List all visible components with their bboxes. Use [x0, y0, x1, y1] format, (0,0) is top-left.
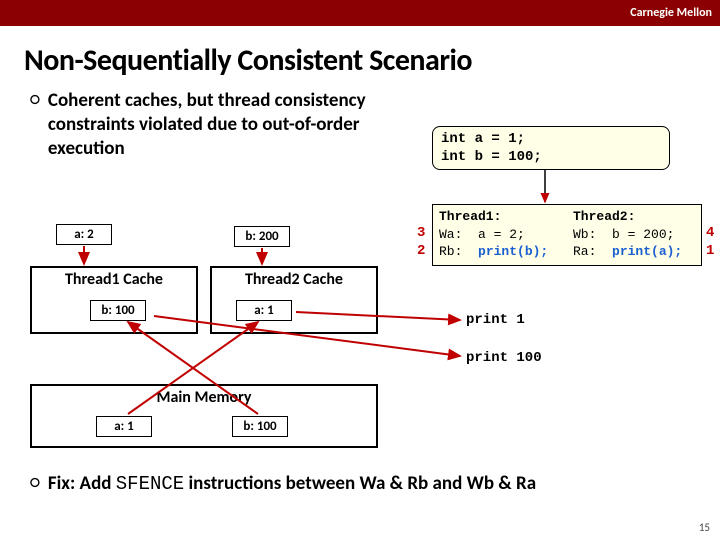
declarations-box: int a = 1; int b = 100;: [432, 126, 670, 170]
threads-box: Thread1: Wa: a = 2; Rb: print(b); Thread…: [432, 204, 702, 266]
bullet-marker-icon: ○: [30, 472, 40, 494]
box-b200: b: 200: [234, 226, 290, 247]
box-a2: a: 2: [56, 224, 112, 245]
page-number: 15: [699, 521, 710, 534]
thread1-col: Thread1: Wa: a = 2; Rb: print(b);: [433, 205, 567, 265]
print-1: print 1: [466, 312, 525, 328]
bullet-marker-icon: ○: [30, 89, 40, 111]
university-label: Carnegie Mellon: [630, 6, 712, 20]
thread1-header: Thread1:: [439, 208, 561, 226]
slide-title: Non-Sequentially Consistent Scenario: [0, 26, 720, 87]
bullet-2: ○ Fix: Add SFENCE instructions between W…: [0, 470, 560, 501]
thread2-col: Thread2: Wb: b = 200; Ra: print(a);: [567, 205, 701, 265]
box-a1-mem: a: 1: [96, 416, 152, 437]
decl-line-1: int a = 1;: [441, 131, 661, 149]
main-memory-label: Main Memory: [156, 388, 251, 407]
bullet-1: ○ Coherent caches, but thread consistenc…: [0, 87, 430, 164]
thread1-wa: Wa: a = 2;: [439, 226, 561, 244]
step-2: 2: [417, 243, 425, 259]
thread2-cache-label: Thread2 Cache: [245, 270, 343, 289]
decl-line-2: int b = 100;: [441, 149, 661, 167]
thread2-ra: Ra: print(a);: [573, 243, 695, 261]
thread2-header: Thread2:: [573, 208, 695, 226]
bullet-2-text: Fix: Add SFENCE instructions between Wa …: [48, 472, 536, 497]
step-4: 4: [706, 225, 714, 241]
step-1: 1: [706, 243, 714, 259]
bullet-1-text: Coherent caches, but thread consistency …: [48, 89, 406, 160]
step-3: 3: [417, 225, 425, 241]
thread1-rb: Rb: print(b);: [439, 243, 561, 261]
box-a1-cache: a: 1: [236, 300, 292, 321]
thread2-wb: Wb: b = 200;: [573, 226, 695, 244]
header-bar: Carnegie Mellon: [0, 0, 720, 26]
print-100: print 100: [466, 350, 542, 366]
thread1-cache-label: Thread1 Cache: [65, 270, 163, 289]
main-memory: Main Memory: [30, 384, 378, 448]
box-b100-cache: b: 100: [90, 300, 146, 321]
box-b100-mem: b: 100: [232, 416, 288, 437]
